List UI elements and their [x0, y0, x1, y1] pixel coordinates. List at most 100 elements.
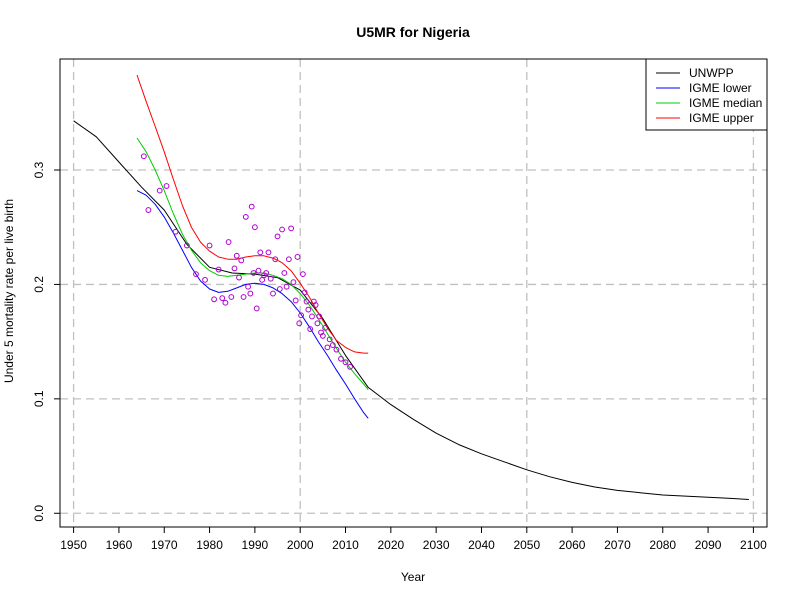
data-point-43: [290, 279, 297, 286]
x-tick-label-2030: 2030: [423, 538, 450, 552]
y-tick-label-2: 0.2: [32, 276, 46, 293]
legend-label-igme-median: IGME median: [689, 96, 762, 110]
data-point-33: [267, 275, 274, 282]
data-point-49: [301, 289, 308, 296]
data-point-21: [245, 283, 251, 290]
data-point-5: [183, 242, 190, 249]
data-point-8: [206, 242, 213, 249]
data-point-34: [270, 290, 276, 297]
observation-points: [140, 153, 353, 370]
data-point-52: [307, 326, 314, 332]
data-point-27: [255, 267, 262, 274]
data-point-37: [276, 286, 283, 292]
y-tick-label-3: 0.3: [32, 161, 46, 178]
data-point-65: [338, 355, 344, 362]
data-point-0: [140, 153, 147, 160]
x-tick-label-2080: 2080: [649, 538, 676, 552]
data-point-45: [294, 254, 301, 260]
grid-lines: [60, 59, 767, 527]
series-line-igme-median: [136, 137, 369, 391]
data-point-55: [312, 302, 319, 308]
data-point-62: [326, 336, 333, 343]
data-point-64: [333, 346, 340, 353]
data-point-40: [283, 283, 290, 290]
data-point-60: [322, 324, 329, 331]
data-point-24: [250, 270, 257, 276]
x-axis-label: Year: [401, 570, 425, 584]
legend-label-unwpp: UNWPP: [689, 66, 734, 80]
data-point-9: [211, 296, 217, 303]
data-point-63: [329, 342, 336, 348]
data-point-61: [324, 344, 331, 351]
x-tick-label-2040: 2040: [468, 538, 495, 552]
data-point-57: [316, 313, 323, 320]
data-point-29: [259, 276, 266, 283]
data-point-67: [347, 363, 353, 370]
data-point-19: [240, 294, 247, 300]
data-point-11: [219, 295, 226, 302]
legend-label-igme-lower: IGME lower: [689, 81, 752, 95]
data-point-22: [247, 290, 254, 297]
data-point-16: [233, 252, 240, 259]
data-point-66: [342, 359, 349, 366]
data-point-35: [272, 256, 279, 263]
data-point-51: [305, 306, 312, 313]
x-tick-label-1950: 1950: [60, 538, 87, 552]
x-axis: 1950 1960 1970 1980 1990 2000 2010 2020 2030 2040…: [60, 527, 767, 552]
plot-box: [59, 58, 768, 528]
data-point-10: [215, 266, 222, 273]
data-point-56: [314, 320, 321, 327]
data-point-12: [222, 299, 229, 306]
x-tick-label-2100: 2100: [740, 538, 767, 552]
y-tick-label-0: 0.0: [32, 505, 46, 522]
x-tick-label-2010: 2010: [332, 538, 359, 552]
x-tick-label-2000: 2000: [287, 538, 314, 552]
data-point-48: [300, 271, 306, 278]
data-point-15: [231, 265, 238, 272]
data-point-17: [236, 274, 242, 281]
x-tick-label-2050: 2050: [513, 538, 540, 552]
data-point-14: [228, 294, 235, 300]
data-point-38: [279, 226, 285, 233]
x-tick-label-2090: 2090: [695, 538, 722, 552]
data-point-20: [242, 214, 249, 220]
data-point-32: [265, 249, 272, 256]
data-point-18: [238, 257, 245, 264]
series-layer: [73, 74, 749, 500]
chart-title: U5MR for Nigeria: [356, 24, 470, 40]
x-tick-label-2060: 2060: [559, 538, 586, 552]
data-point-53: [309, 313, 315, 320]
data-point-1: [145, 207, 152, 213]
data-point-4: [172, 228, 179, 235]
legend-label-igme-upper: IGME upper: [689, 111, 754, 125]
y-axis-label: Under 5 mortality rate per live birth: [2, 199, 16, 383]
data-point-47: [298, 312, 305, 319]
data-point-7: [202, 276, 208, 283]
data-point-26: [253, 305, 260, 312]
x-tick-label-1980: 1980: [196, 538, 223, 552]
data-point-31: [263, 270, 270, 276]
data-point-50: [303, 298, 310, 305]
series-line-igme-upper: [136, 74, 369, 354]
data-point-6: [193, 271, 199, 278]
data-point-41: [285, 256, 292, 263]
data-point-36: [274, 233, 281, 240]
series-line-unwpp: [73, 120, 749, 500]
y-axis: 0.0 0.1 0.2 0.3: [32, 161, 60, 522]
data-point-23: [248, 203, 255, 210]
y-tick-label-1: 0.1: [32, 390, 46, 407]
x-tick-label-1970: 1970: [151, 538, 178, 552]
data-point-28: [257, 249, 264, 256]
x-tick-label-1990: 1990: [242, 538, 269, 552]
data-point-13: [225, 239, 232, 245]
data-point-59: [319, 333, 326, 339]
data-point-2: [156, 187, 163, 194]
series-line-igme-lower: [136, 190, 369, 419]
data-point-44: [292, 297, 299, 304]
data-point-42: [288, 225, 295, 232]
x-tick-label-2070: 2070: [604, 538, 631, 552]
x-tick-label-2020: 2020: [377, 538, 404, 552]
data-point-39: [281, 270, 288, 276]
